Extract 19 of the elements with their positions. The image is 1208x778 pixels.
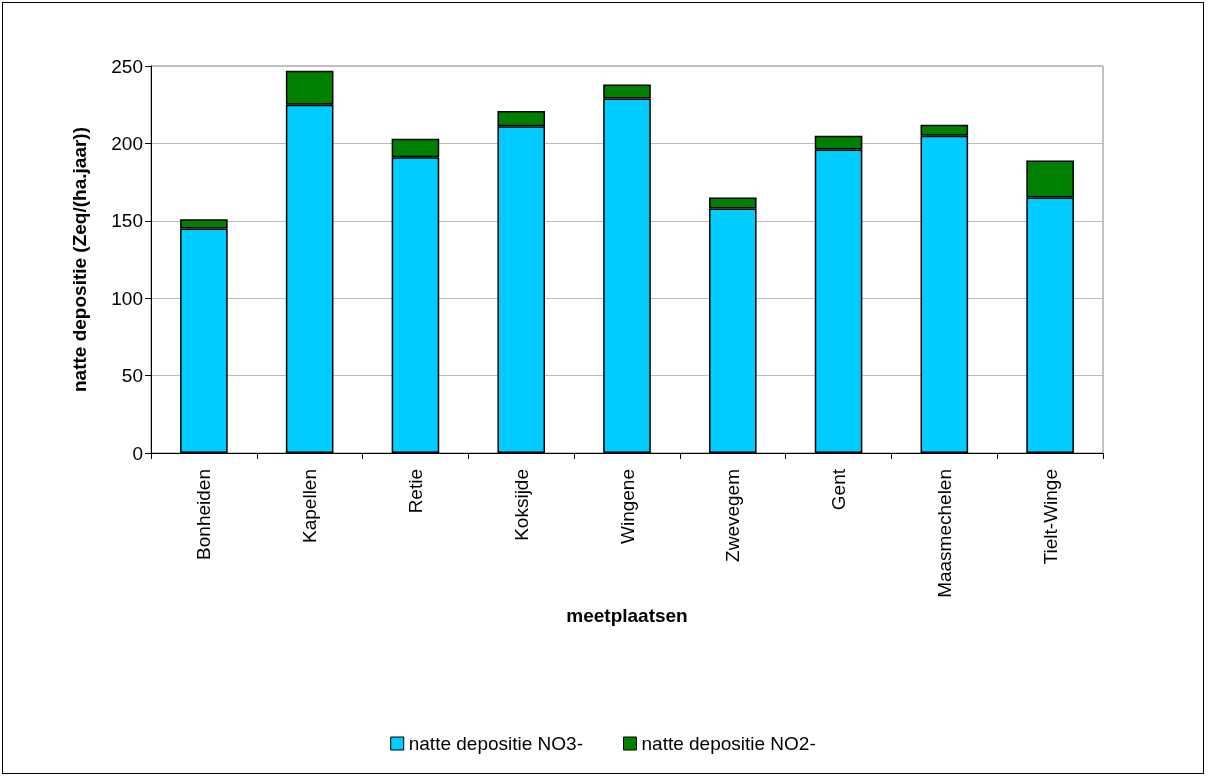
x-tick-label: Bonheiden bbox=[193, 469, 215, 560]
x-axis-title: meetplaatsen bbox=[566, 604, 688, 626]
y-tick-label: 50 bbox=[121, 365, 143, 387]
x-tick-label: Retie bbox=[404, 469, 426, 514]
x-tick-label: Tielt-Winge bbox=[1039, 469, 1061, 565]
x-tick-label: Kapellen bbox=[299, 469, 321, 543]
y-tick-label: 150 bbox=[111, 210, 143, 232]
x-tick-label: Koksijde bbox=[510, 469, 532, 541]
y-tick-label: 200 bbox=[111, 132, 143, 154]
legend-label: natte depositie NO3- bbox=[408, 733, 583, 754]
y-tick-label: 0 bbox=[132, 442, 143, 464]
legend-label: natte depositie NO2- bbox=[641, 733, 816, 754]
x-tick-label: Zwevegem bbox=[722, 469, 744, 562]
y-tick-label: 250 bbox=[111, 55, 143, 77]
x-tick-label: Gent bbox=[828, 468, 850, 511]
y-axis-title: natte depositie (Zeq/(ha.jaar)) bbox=[69, 127, 90, 392]
y-tick-label: 100 bbox=[111, 287, 143, 309]
x-tick-label: Maasmechelen bbox=[933, 469, 955, 598]
x-tick-label: Wingene bbox=[616, 469, 638, 544]
